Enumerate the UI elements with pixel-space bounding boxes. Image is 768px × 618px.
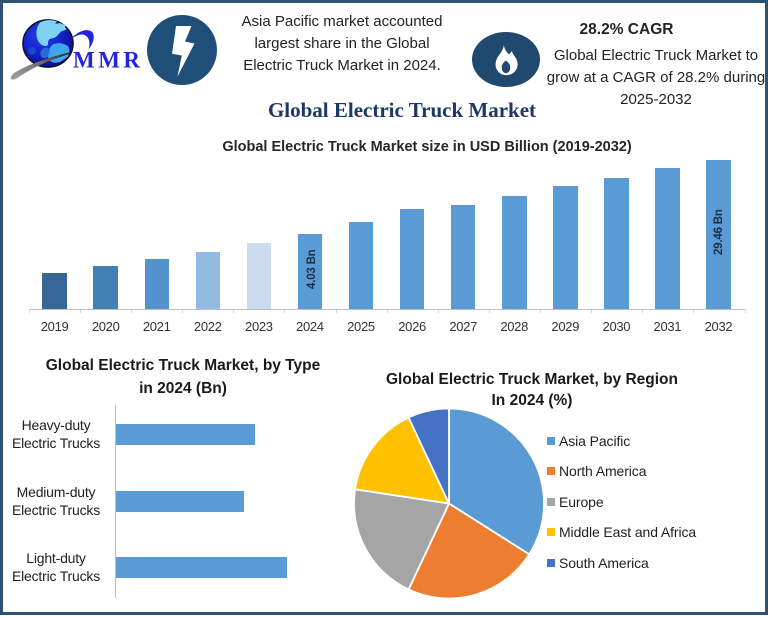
svg-text:MMR: MMR [73,48,144,73]
